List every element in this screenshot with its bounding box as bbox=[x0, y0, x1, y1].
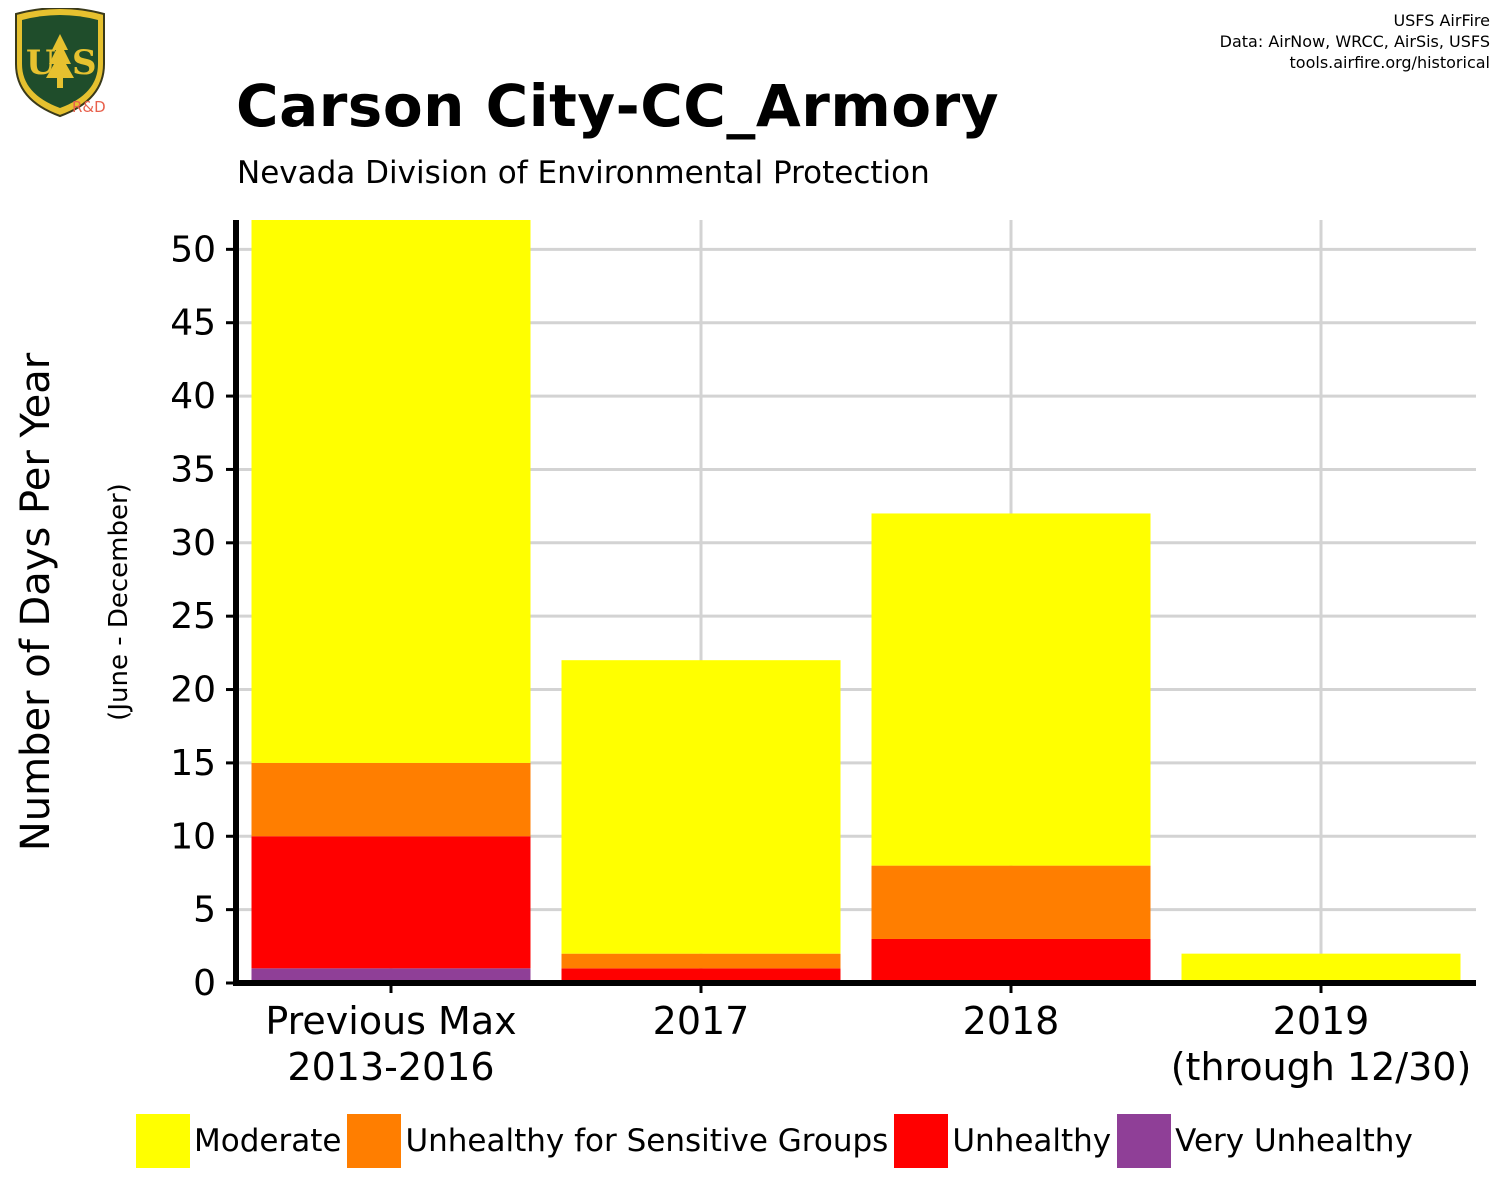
x-tick-label: 2019 bbox=[1273, 999, 1370, 1043]
bar-segment bbox=[871, 938, 1151, 983]
y-tick-label: 40 bbox=[170, 376, 216, 417]
y-tick-label: 5 bbox=[193, 890, 216, 931]
bar-segment bbox=[251, 220, 531, 763]
y-tick-label: 15 bbox=[170, 743, 216, 784]
bar-segment bbox=[561, 660, 841, 954]
legend-swatch bbox=[1117, 1114, 1172, 1168]
legend: Moderate Unhealthy for Sensitive Groups Un… bbox=[136, 1114, 1419, 1168]
y-tick-label: 0 bbox=[193, 963, 216, 1004]
legend-label: Unhealthy bbox=[952, 1123, 1112, 1159]
bar-segment bbox=[561, 953, 841, 969]
y-tick-label: 35 bbox=[170, 449, 216, 490]
bar-segment bbox=[251, 836, 531, 969]
bar-segment bbox=[561, 968, 841, 983]
legend-swatch bbox=[347, 1114, 402, 1168]
y-tick-label: 50 bbox=[170, 229, 216, 270]
y-tick-label: 25 bbox=[170, 596, 216, 637]
credit-line: Data: AirNow, WRCC, AirSis, USFS bbox=[1219, 32, 1490, 51]
legend-item: Moderate bbox=[136, 1114, 341, 1168]
chart-subtitle: Nevada Division of Environmental Protect… bbox=[237, 155, 930, 191]
bar-segment bbox=[251, 762, 531, 837]
chart-title: Carson City-CC_Armory bbox=[236, 72, 1000, 140]
legend-swatch bbox=[136, 1114, 190, 1168]
legend-label: Moderate bbox=[194, 1123, 342, 1159]
legend-label: Unhealthy for Sensitive Groups bbox=[405, 1123, 889, 1159]
bar-segment bbox=[871, 865, 1151, 939]
legend-label: Very Unhealthy bbox=[1175, 1123, 1413, 1159]
legend-swatch bbox=[894, 1114, 949, 1168]
y-tick-label: 30 bbox=[170, 523, 216, 564]
credits: USFS AirFire Data: AirNow, WRCC, AirSis,… bbox=[1220, 10, 1490, 73]
svg-text:S: S bbox=[72, 43, 97, 83]
x-tick-label: 2018 bbox=[963, 999, 1060, 1043]
y-tick-label: 20 bbox=[170, 670, 216, 711]
legend-item: Unhealthy bbox=[894, 1114, 1111, 1168]
bar-segment bbox=[1181, 953, 1461, 983]
y-tick-label: 45 bbox=[170, 303, 216, 344]
y-tick-label: 10 bbox=[170, 816, 216, 857]
credit-line: USFS AirFire bbox=[1393, 11, 1490, 30]
x-tick-label: 2013-2016 bbox=[287, 1045, 494, 1089]
logo-rd-label: R&D bbox=[72, 98, 106, 116]
bar-segment bbox=[251, 968, 531, 983]
forest-service-logo: U S bbox=[8, 7, 112, 120]
x-tick-label: Previous Max bbox=[265, 999, 516, 1043]
legend-item: Unhealthy for Sensitive Groups bbox=[347, 1114, 888, 1168]
bar-segment bbox=[871, 513, 1151, 866]
x-tick-label: (through 12/30) bbox=[1171, 1045, 1472, 1089]
credit-line: tools.airfire.org/historical bbox=[1289, 53, 1490, 72]
legend-item: Very Unhealthy bbox=[1117, 1114, 1413, 1168]
bar-chart: 0 5 10 15 20 25 30 35 40 45 50 Previous Max2013-201… bbox=[170, 220, 1476, 1089]
x-tick-label: 2017 bbox=[653, 999, 750, 1043]
